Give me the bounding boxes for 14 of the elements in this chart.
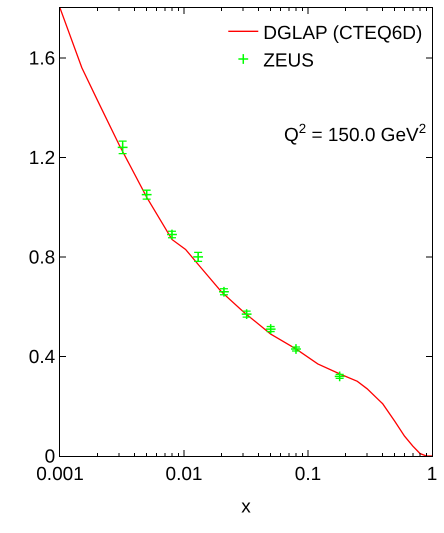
annotation: Q$^{2}$ = 150.0 GeV$^{2}$: [284, 121, 426, 146]
y-tick-label: 0.8: [28, 248, 56, 269]
y-tick-label: 1.6: [28, 48, 56, 70]
point: [290, 343, 302, 355]
legend-label: ZEUS: [263, 50, 314, 72]
y-tick-label: 0.4: [28, 347, 56, 368]
point: [265, 323, 276, 335]
legend-label: DGLAP (CTEQ6D): [263, 22, 422, 44]
y-tick-label: 1.2: [28, 148, 56, 169]
point: [240, 308, 252, 320]
x-tick-label: 0.01: [166, 464, 202, 485]
x-tick-label: 1: [426, 464, 438, 485]
x-axis-title: x: [241, 496, 252, 518]
x-tick-label: 0.1: [294, 464, 322, 485]
